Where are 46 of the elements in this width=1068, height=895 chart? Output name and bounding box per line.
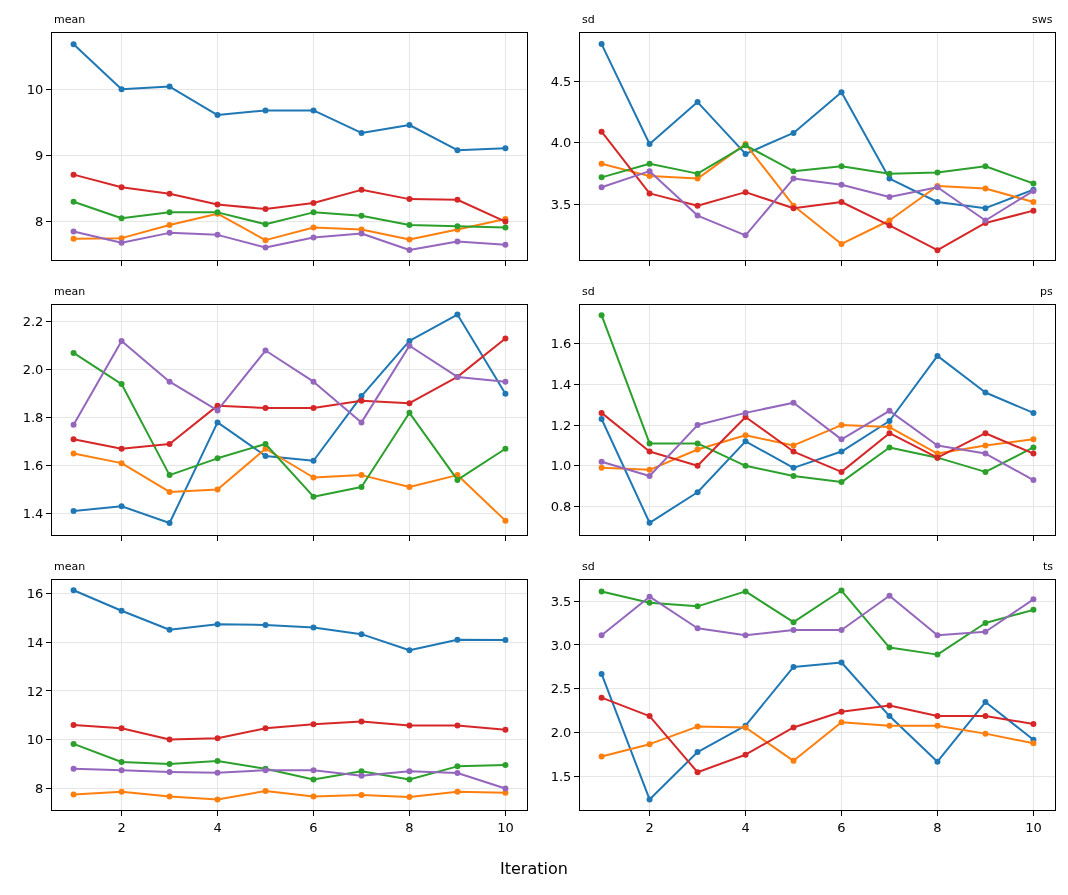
y-tick-label: 12	[26, 683, 44, 699]
y-tick-label: 8	[35, 781, 44, 797]
x-tick-label: 4	[741, 819, 750, 835]
x-tick-label: 10	[1025, 819, 1042, 835]
chart-title: mean	[54, 285, 86, 298]
text: ps	[1040, 285, 1053, 298]
x-tick-label: 8	[933, 819, 942, 835]
chart-title: sd	[582, 13, 595, 26]
y-tick-label: 1.6	[550, 336, 572, 352]
y-tick-label: 1.2	[550, 417, 572, 433]
text: ts	[1043, 560, 1054, 573]
y-tick-label: 1.5	[550, 769, 572, 785]
chart-title: sd	[582, 285, 595, 298]
x-tick-label: 2	[117, 819, 126, 835]
x-tick-label: 2	[645, 819, 654, 835]
x-axis-title: Iteration	[500, 859, 568, 878]
y-tick-label: 16	[26, 585, 44, 601]
y-tick-label: 2.5	[550, 681, 572, 697]
chart-title: mean	[54, 13, 86, 26]
y-tick-label: 4.5	[550, 73, 572, 89]
y-tick-label: 1.4	[550, 376, 572, 392]
x-tick-label: 4	[213, 819, 222, 835]
y-tick-label: 2.0	[22, 362, 44, 378]
y-tick-label: 3.0	[550, 637, 572, 653]
x-tick-label: 6	[837, 819, 846, 835]
y-tick-label: 1.0	[550, 458, 572, 474]
chart-title: mean	[54, 560, 86, 573]
text: sws	[1032, 13, 1053, 26]
y-tick-label: 1.4	[22, 505, 44, 521]
y-tick-label: 1.6	[22, 458, 44, 474]
y-tick-label: 14	[26, 634, 44, 650]
x-tick-label: 8	[405, 819, 414, 835]
chart-title: sd	[582, 560, 595, 573]
y-tick-label: 3.5	[550, 593, 572, 609]
y-tick-label: 4.0	[550, 135, 572, 151]
y-tick-label: 8	[35, 214, 44, 230]
y-tick-label: 10	[26, 81, 44, 97]
y-tick-label: 0.8	[550, 499, 572, 515]
y-tick-label: 9	[35, 147, 44, 163]
y-tick-label: 10	[26, 732, 44, 748]
y-tick-label: 2.0	[550, 725, 572, 741]
x-tick-label: 10	[497, 819, 514, 835]
y-tick-label: 1.8	[22, 410, 44, 426]
x-tick-label: 6	[309, 819, 318, 835]
y-tick-label: 3.5	[550, 197, 572, 213]
y-tick-label: 2.2	[22, 314, 44, 330]
